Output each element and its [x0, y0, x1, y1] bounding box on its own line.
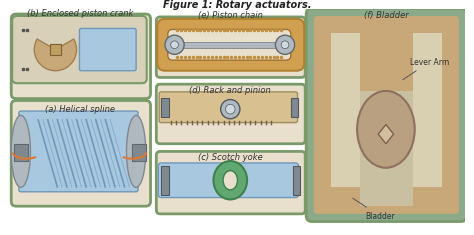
Text: (f) Bladder: (f) Bladder	[364, 11, 408, 20]
FancyBboxPatch shape	[11, 14, 151, 98]
FancyBboxPatch shape	[158, 163, 299, 198]
FancyBboxPatch shape	[11, 101, 151, 206]
Ellipse shape	[127, 115, 146, 188]
Bar	[132, 144, 146, 161]
Text: (a) Helical spline: (a) Helical spline	[46, 105, 115, 114]
FancyBboxPatch shape	[12, 16, 146, 83]
Bar	[413, 33, 442, 187]
Text: Figure 1: Rotary actuators.: Figure 1: Rotary actuators.	[163, 0, 311, 10]
Circle shape	[281, 41, 289, 49]
Circle shape	[221, 100, 240, 119]
Bar	[175, 42, 286, 48]
FancyBboxPatch shape	[156, 151, 305, 214]
Text: (e) Piston chain: (e) Piston chain	[198, 11, 263, 20]
FancyBboxPatch shape	[306, 8, 466, 222]
Circle shape	[226, 104, 235, 114]
Ellipse shape	[223, 171, 237, 190]
Text: (c) Scotch yoke: (c) Scotch yoke	[198, 153, 263, 162]
FancyBboxPatch shape	[314, 16, 459, 214]
Ellipse shape	[11, 115, 30, 188]
Bar	[14, 144, 27, 161]
FancyBboxPatch shape	[156, 17, 305, 78]
FancyBboxPatch shape	[19, 111, 138, 192]
FancyBboxPatch shape	[168, 29, 291, 60]
Ellipse shape	[213, 161, 247, 200]
FancyBboxPatch shape	[159, 92, 298, 123]
Text: (b) Enclosed piston crank: (b) Enclosed piston crank	[27, 9, 134, 18]
Text: Bladder: Bladder	[353, 198, 394, 221]
Bar	[161, 166, 169, 195]
FancyBboxPatch shape	[80, 28, 136, 71]
Bar	[360, 91, 413, 206]
Wedge shape	[34, 39, 77, 71]
Bar	[50, 44, 61, 55]
Bar	[161, 98, 169, 117]
Text: (d) Rack and pinion: (d) Rack and pinion	[190, 86, 271, 95]
Text: Lever Arm: Lever Arm	[402, 58, 449, 80]
Circle shape	[171, 41, 178, 49]
Circle shape	[275, 35, 295, 54]
FancyBboxPatch shape	[156, 84, 305, 144]
Circle shape	[165, 35, 184, 54]
Ellipse shape	[357, 91, 415, 168]
Bar	[293, 166, 301, 195]
FancyBboxPatch shape	[157, 19, 304, 71]
Polygon shape	[378, 125, 393, 144]
Bar	[291, 98, 299, 117]
Bar	[331, 33, 360, 187]
